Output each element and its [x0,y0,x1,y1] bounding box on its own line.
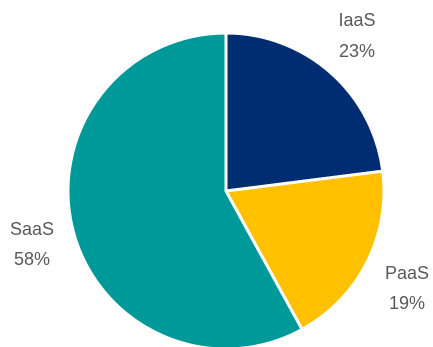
pie-slice-saas [66,31,304,347]
slice-label-saas: SaaS [10,219,54,239]
slice-label-iaas: IaaS [338,10,375,30]
slice-value-label-iaas: 23% [339,41,375,61]
slice-value-label-saas: 58% [14,249,50,269]
pie-slices [66,31,386,347]
pie-slice-iaas [224,31,385,193]
slice-label-paas: PaaS [385,263,429,283]
pie-slice-paas [224,169,386,331]
slice-value-label-paas: 19% [389,293,425,313]
